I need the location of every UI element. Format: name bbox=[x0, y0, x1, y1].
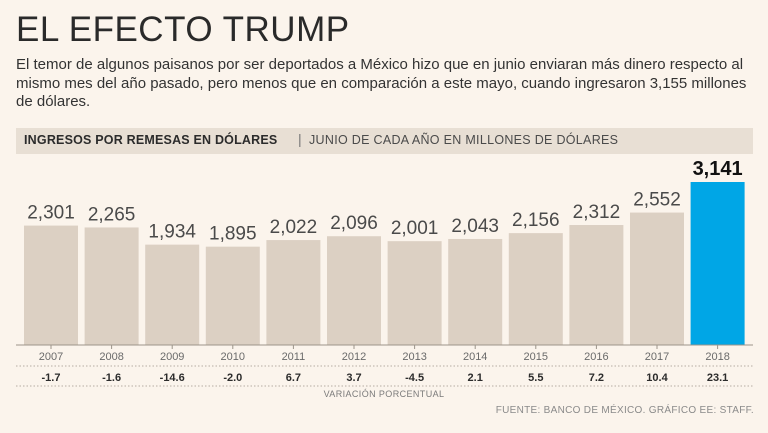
bar-value-label: 3,141 bbox=[693, 158, 743, 180]
variation-value: 2.1 bbox=[468, 372, 483, 384]
x-tick-label: 2018 bbox=[705, 351, 729, 363]
x-tick-label: 2016 bbox=[584, 351, 608, 363]
bar bbox=[205, 246, 260, 345]
variation-value: -1.7 bbox=[42, 372, 61, 384]
chart-header-separator: | bbox=[298, 131, 302, 147]
bar bbox=[145, 244, 200, 345]
variation-value: 10.4 bbox=[646, 372, 668, 384]
x-tick-label: 2012 bbox=[342, 351, 366, 363]
bar-value-label: 2,043 bbox=[451, 216, 499, 237]
bar-value-label: 1,895 bbox=[209, 224, 257, 245]
bar-value-label: 2,301 bbox=[27, 203, 75, 224]
variation-value: 5.5 bbox=[528, 372, 543, 384]
variation-value: 6.7 bbox=[286, 372, 301, 384]
variation-value: -1.6 bbox=[102, 372, 121, 384]
bar-value-label: 2,552 bbox=[633, 190, 681, 211]
x-tick-label: 2013 bbox=[402, 351, 426, 363]
chart-header-subtitle: JUNIO DE CADA AÑO EN MILLONES DE DÓLARES bbox=[309, 133, 619, 147]
variation-value: -4.5 bbox=[405, 372, 424, 384]
page-title: EL EFECTO TRUMP bbox=[16, 10, 350, 49]
bar-value-label: 2,312 bbox=[573, 202, 621, 223]
variation-value: -14.6 bbox=[160, 372, 185, 384]
bar bbox=[690, 182, 745, 345]
x-tick-label: 2015 bbox=[524, 351, 548, 363]
bar-value-label: 1,934 bbox=[148, 222, 196, 243]
bar-value-label: 2,022 bbox=[270, 217, 318, 238]
bar bbox=[569, 225, 624, 345]
variation-value: -2.0 bbox=[223, 372, 242, 384]
bar bbox=[448, 238, 503, 345]
bar-value-label: 2,001 bbox=[391, 218, 439, 239]
subtitle-text: El temor de algunos paisanos por ser dep… bbox=[16, 56, 747, 110]
bar bbox=[266, 240, 321, 345]
bar-value-label: 2,096 bbox=[330, 213, 378, 234]
x-tick-label: 2011 bbox=[282, 351, 306, 363]
x-tick-label: 2008 bbox=[99, 351, 123, 363]
bar bbox=[508, 233, 563, 345]
variation-label: VARIACIÓN PORCENTUAL bbox=[324, 389, 445, 399]
bar bbox=[630, 212, 684, 345]
x-tick-label: 2009 bbox=[160, 351, 184, 363]
bar-value-label: 2,265 bbox=[88, 204, 136, 225]
chart-header-bar: INGRESOS POR REMESAS EN DÓLARES | JUNIO … bbox=[16, 128, 753, 154]
bar-value-label: 2,156 bbox=[512, 210, 560, 231]
bar bbox=[84, 227, 139, 345]
bar bbox=[24, 225, 78, 345]
x-tick-label: 2010 bbox=[221, 351, 245, 363]
source-footer: FUENTE: BANCO DE MÉXICO. GRÁFICO EE: STA… bbox=[495, 405, 754, 416]
bar bbox=[387, 241, 442, 345]
x-tick-label: 2007 bbox=[39, 351, 63, 363]
variation-value: 23.1 bbox=[707, 372, 728, 384]
bar bbox=[327, 236, 381, 345]
x-tick-label: 2014 bbox=[463, 351, 487, 363]
chart-header-title: INGRESOS POR REMESAS EN DÓLARES bbox=[24, 133, 278, 147]
variation-value: 3.7 bbox=[346, 372, 361, 384]
x-tick-label: 2017 bbox=[645, 351, 669, 363]
variation-value: 7.2 bbox=[589, 372, 604, 384]
